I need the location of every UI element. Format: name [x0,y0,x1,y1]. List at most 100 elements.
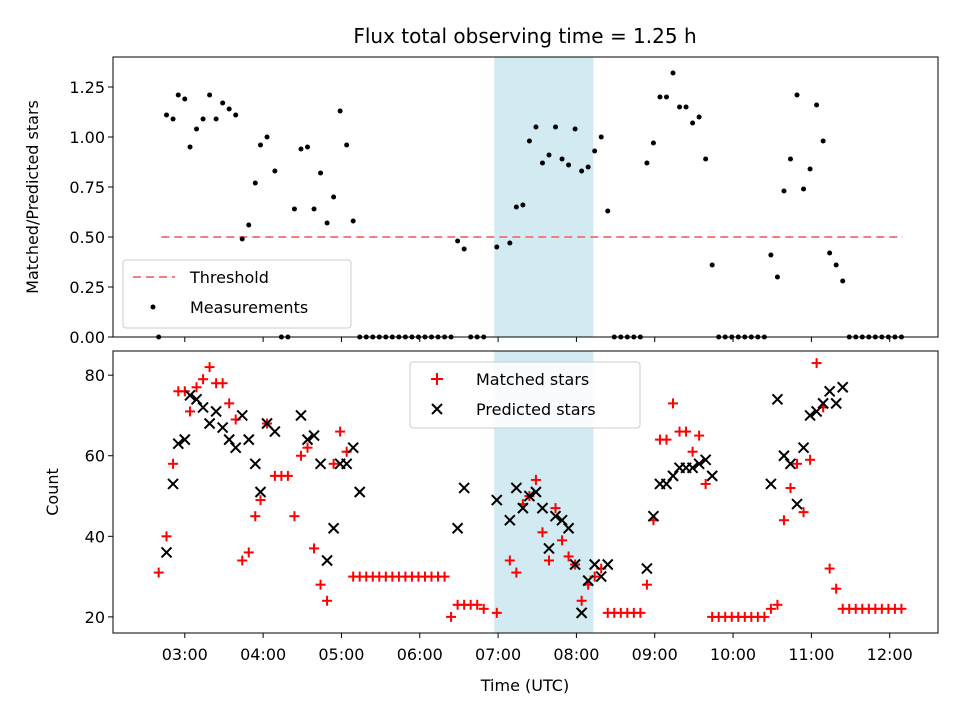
matched-star-point [687,446,698,457]
predicted-star-point [321,554,333,567]
matched-star-point [204,362,215,373]
measurement-point [461,246,467,252]
x-tick-label: 12:00 [867,645,913,664]
y-tick-label: 0.25 [69,278,105,297]
measurement-point [455,238,461,244]
x-tick-label: 11:00 [788,645,834,664]
matched-star-point [530,474,541,485]
predicted-star-point [575,607,588,619]
measurement-point [677,104,683,110]
measurement-point [305,144,311,150]
y-tick-label: 60 [85,447,105,466]
matched-star-point [765,603,776,614]
legend-predicted-label: Predicted stars [476,400,596,419]
y-axis-label: Matched/Predicted stars [23,100,42,294]
measurement-point [833,262,839,268]
matched-star-point [550,503,561,514]
predicted-star-point [706,470,718,482]
measurement-point [650,140,656,146]
predicted-star-point [203,417,216,430]
predicted-star-point [556,514,568,526]
matched-star-point [439,571,450,582]
y-tick-label: 0.50 [69,228,105,247]
legend-measurement-label: Measurements [190,298,308,317]
matched-star-point [328,458,339,469]
chart-title: Flux total observing time = 1.25 h [353,24,696,48]
measurement-point [663,94,669,100]
measurement-point [683,104,689,110]
matched-star-point [446,611,457,622]
y-tick-label: 1.25 [69,78,105,97]
measurement-point [572,126,578,132]
predicted-star-point [641,562,653,575]
x-tick-label: 08:00 [553,645,599,664]
measurement-point [559,156,565,162]
predicted-star-point [172,437,184,450]
matched-star-point [798,507,809,518]
predicted-star-point [791,498,803,510]
measurement-point [592,148,598,154]
matched-star-point [282,470,293,481]
predicted-star-point [517,502,529,514]
measurement-points [156,70,904,340]
measurement-point [566,162,572,168]
predicted-star-point [229,441,242,454]
predicted-star-point [667,470,679,482]
predicted-star-point [160,546,173,559]
matched-star-point [185,406,196,417]
measurement-point [520,202,526,208]
measurement-point [252,180,258,186]
matched-star-point [224,398,235,409]
predicted-star-point [269,425,281,438]
measurement-point [814,102,820,108]
matched-star-point [537,527,548,538]
matched-star-point [563,551,574,562]
legend-matched-swatch [431,373,443,385]
measurement-point [794,92,800,98]
predicted-star-point [451,522,464,534]
predicted-star-point [647,510,660,522]
measurement-point [670,70,676,76]
predicted-star-point [699,454,712,466]
measurement-point [787,156,793,162]
matched-star-point [681,426,692,437]
matched-star-point [543,555,554,566]
measurement-point [494,244,500,250]
measurement-point [175,92,181,98]
matched-star-point [668,398,679,409]
measurement-point [807,166,813,172]
predicted-star-point [797,441,810,454]
matched-star-point [335,426,346,437]
matched-star-point [778,515,789,526]
x-tick-label: 04:00 [240,645,286,664]
measurement-point [170,116,176,122]
predicted-star-point [347,441,359,454]
matched-star-point [635,607,646,618]
measurement-point [781,188,787,194]
y-tick-label: 1.00 [69,128,105,147]
matched-star-point [237,555,248,566]
matched-star-point [478,603,489,614]
matched-star-point [315,579,326,590]
measurement-point [164,112,170,118]
predicted-star-point [197,401,209,414]
matched-star-point [198,374,209,385]
measurement-point [585,164,591,170]
predicted-star-point [543,542,555,555]
predicted-star-point [693,458,705,470]
x-tick-label: 10:00 [710,645,756,664]
predicted-star-point [569,558,581,571]
measurement-point [239,236,245,242]
legend: Threshold Measurements [122,259,352,329]
measurement-point [337,108,343,114]
measurement-point [820,138,826,144]
measurement-point [533,124,539,130]
predicted-star-point [837,381,849,393]
predicted-star-point [216,421,229,434]
y-tick-label: 0.75 [69,178,105,197]
matched-star-point [243,547,254,558]
measurement-point [233,112,239,118]
matched-star-point [641,579,652,590]
